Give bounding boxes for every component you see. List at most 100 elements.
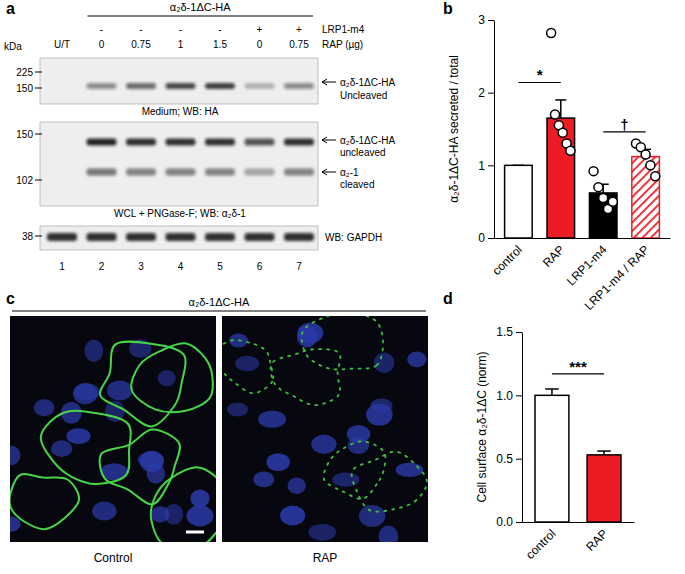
y-tick-label: 0.5 bbox=[496, 452, 513, 466]
panel-label: b bbox=[443, 0, 453, 17]
lane-condition: - bbox=[179, 24, 182, 35]
nucleus bbox=[10, 445, 20, 465]
image-background bbox=[222, 316, 428, 542]
mw-tick bbox=[35, 180, 42, 181]
nucleus bbox=[396, 463, 424, 477]
band-label: α₂-1 bbox=[340, 167, 359, 178]
nucleus bbox=[227, 402, 248, 416]
mw-tick bbox=[35, 236, 42, 237]
y-tick-mark bbox=[516, 522, 522, 523]
x-tick-label: control bbox=[523, 527, 558, 562]
bar bbox=[632, 157, 660, 238]
nucleus bbox=[253, 471, 274, 487]
band bbox=[47, 83, 77, 89]
band bbox=[166, 233, 196, 241]
x-tick: RAP bbox=[540, 238, 567, 270]
y-tick: 3 bbox=[478, 13, 494, 27]
band-arrow bbox=[322, 137, 336, 143]
lane-number: 6 bbox=[257, 261, 263, 272]
blot bbox=[40, 226, 318, 250]
nucleus bbox=[297, 326, 317, 347]
y-tick: 0.0 bbox=[496, 515, 522, 529]
nucleus bbox=[164, 504, 183, 525]
image-header: α₂δ-1ΔC-HA bbox=[189, 296, 250, 308]
lane-condition: U/T bbox=[54, 39, 70, 50]
nucleus bbox=[359, 505, 385, 527]
lane-number: 1 bbox=[59, 261, 65, 272]
y-tick: 0 bbox=[478, 231, 494, 245]
panel-label: a bbox=[6, 0, 15, 17]
x-tick-label: LRP1-m4 / RAP bbox=[582, 243, 652, 313]
plot-area bbox=[505, 29, 660, 238]
data-point bbox=[641, 150, 650, 159]
lane-number: 4 bbox=[178, 261, 184, 272]
significance-label: † bbox=[620, 116, 628, 133]
row-label: RAP (µg) bbox=[322, 39, 363, 50]
nucleus bbox=[66, 428, 90, 444]
cell-outline bbox=[271, 349, 341, 405]
y-axis-line bbox=[522, 333, 523, 523]
y-axis: 0123 bbox=[478, 13, 494, 245]
band bbox=[245, 83, 275, 89]
band bbox=[126, 83, 156, 89]
y-axis: 0.00.51.01.5 bbox=[496, 325, 522, 529]
y-tick-label: 3 bbox=[478, 13, 485, 27]
y-tick-mark bbox=[516, 395, 522, 396]
figure: abcdα₂δ-1ΔC-HAkDa----++LRP1-m4U/T00.7511… bbox=[0, 0, 685, 574]
y-tick-label: 1.5 bbox=[496, 325, 513, 339]
mw-tick bbox=[35, 134, 42, 135]
mw-marker: 225 bbox=[16, 67, 33, 78]
nucleus bbox=[51, 440, 73, 457]
nucleus bbox=[190, 489, 209, 507]
data-point bbox=[599, 194, 608, 203]
x-axis-line bbox=[523, 522, 635, 523]
nucleus bbox=[140, 451, 164, 472]
header-line bbox=[88, 16, 314, 17]
band bbox=[284, 139, 314, 146]
cell-outline bbox=[151, 467, 216, 542]
data-point bbox=[589, 167, 598, 176]
y-tick-mark bbox=[488, 238, 494, 239]
lane-condition: 1 bbox=[178, 39, 184, 50]
x-axis: control RAP bbox=[523, 522, 635, 562]
band bbox=[126, 139, 156, 146]
error-bar bbox=[545, 389, 559, 395]
lane-number: 2 bbox=[99, 261, 105, 272]
bar-chart: 0.00.51.01.5controlRAPCell surface α₂δ-1… bbox=[475, 325, 635, 562]
bar bbox=[505, 165, 533, 238]
band bbox=[47, 139, 77, 146]
nucleus bbox=[266, 453, 290, 471]
micrograph bbox=[222, 316, 428, 542]
lane-condition: 0.75 bbox=[131, 39, 151, 50]
blot bbox=[40, 122, 318, 206]
band bbox=[245, 233, 275, 241]
y-tick: 2 bbox=[478, 86, 494, 100]
band bbox=[87, 83, 117, 89]
plot-area bbox=[535, 389, 621, 522]
x-tick: control bbox=[523, 522, 558, 562]
band-label: cleaved bbox=[340, 179, 374, 190]
mw-marker: 102 bbox=[16, 175, 33, 186]
nucleus bbox=[379, 526, 399, 542]
blot bbox=[40, 58, 318, 104]
blot-caption: WB: GAPDH bbox=[325, 232, 382, 243]
nucleus bbox=[374, 353, 394, 373]
band bbox=[126, 233, 156, 241]
bar bbox=[535, 395, 569, 522]
mw-tick bbox=[35, 72, 42, 73]
band-label: Uncleaved bbox=[340, 90, 387, 101]
x-tick: RAP bbox=[583, 522, 610, 554]
cell-outline bbox=[222, 340, 273, 393]
band bbox=[126, 169, 156, 176]
data-point bbox=[551, 110, 560, 119]
lane-condition: - bbox=[218, 24, 221, 35]
band-label: α₂δ-1ΔC-HA bbox=[340, 77, 396, 88]
bar bbox=[589, 193, 617, 238]
nucleus bbox=[332, 472, 359, 486]
lane-condition: - bbox=[100, 24, 103, 35]
lane-condition: - bbox=[139, 24, 142, 35]
band bbox=[166, 83, 196, 89]
x-tick: LRP1-m4 / RAP bbox=[582, 238, 652, 313]
nucleus bbox=[288, 478, 306, 494]
nucleus bbox=[348, 437, 369, 454]
